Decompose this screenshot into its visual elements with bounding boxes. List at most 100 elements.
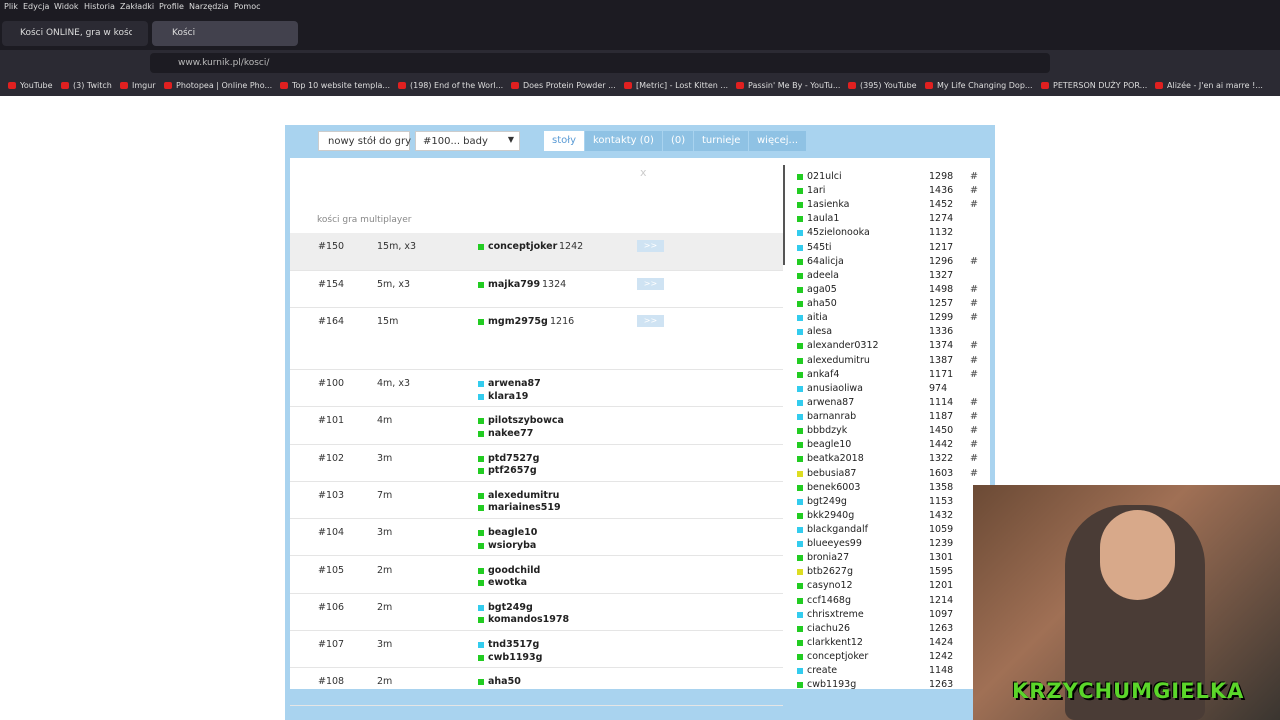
join-button[interactable]: >> [637, 240, 664, 252]
user-name[interactable]: blackgandalf [807, 524, 868, 535]
user-name[interactable]: 1aula1 [807, 213, 840, 225]
player-name: cwb1193g [488, 651, 543, 663]
select[interactable]: #100... bady ▼ [415, 131, 520, 151]
user-name[interactable]: chrisxtreme [807, 608, 864, 620]
user-name[interactable]: alexedumitru [807, 354, 870, 366]
user-name[interactable]: ccf1468g [807, 594, 851, 606]
user-name[interactable]: blueeyes99 [807, 538, 862, 550]
tab-button[interactable]: więcej... [749, 131, 807, 151]
status-dot [797, 216, 803, 223]
player-name: mariaines519 [488, 502, 561, 514]
user-name[interactable]: ciachu26 [807, 622, 851, 634]
join-button[interactable]: >> [637, 277, 664, 290]
user-name[interactable]: beagle10 [807, 439, 852, 451]
user-name[interactable]: cwb1193g [807, 679, 857, 691]
user-name[interactable]: 64alicja [807, 255, 844, 267]
status-dot [797, 371, 803, 378]
user-name[interactable]: alesa [807, 326, 833, 338]
user-name[interactable]: 545ti [807, 241, 832, 253]
user-name[interactable]: aitia [807, 312, 828, 324]
status-dot [797, 343, 803, 350]
user-name[interactable]: alexander0312 [807, 340, 879, 352]
new-table-button[interactable]: nowy stół do gry [318, 131, 411, 151]
user-name[interactable]: barnanrab [807, 411, 857, 423]
bookmark[interactable]: Does Protein Powder ... [523, 81, 616, 90]
user-name[interactable]: clarkkent12 [807, 636, 863, 648]
user-name[interactable]: arwena87 [807, 396, 855, 408]
user-name[interactable]: beatka2018 [807, 453, 864, 465]
status-dot [797, 188, 803, 195]
menu-item[interactable]: Profile [159, 2, 184, 11]
user-name[interactable]: 1asienka [807, 199, 850, 211]
select-arrow: ▼ [507, 135, 514, 144]
status-dot [478, 244, 484, 250]
menu-item[interactable]: Zakładki [120, 2, 155, 11]
url-bar[interactable] [150, 53, 1050, 73]
close[interactable]: x [640, 166, 647, 179]
menu-item[interactable]: Narzędzia [189, 2, 229, 11]
tab-button[interactable]: stoły [544, 131, 585, 151]
table-row [290, 271, 783, 308]
bookmark[interactable]: Top 10 website templa... [292, 81, 390, 90]
status-dot [478, 604, 484, 611]
menu-item[interactable]: Plik [4, 2, 18, 11]
user-name[interactable]: bbbdzyk [807, 425, 848, 437]
status-dot [797, 357, 803, 364]
tab-button[interactable]: (0) [663, 131, 694, 151]
status-dot [797, 470, 803, 477]
user-name[interactable]: bronia27 [807, 552, 850, 564]
user-name[interactable]: ankaf4 [807, 368, 840, 380]
player-name: majka799 [488, 278, 541, 290]
bookmark-icon [8, 82, 16, 89]
bookmark[interactable]: (198) End of the Worl... [410, 81, 504, 90]
bookmark[interactable]: Imgur [132, 81, 156, 90]
status-dot [797, 301, 803, 308]
user-rating: 1452 [929, 199, 954, 211]
tab[interactable] [2, 21, 148, 46]
tab-active[interactable] [152, 21, 298, 46]
user-name[interactable]: btb2627g [807, 566, 853, 578]
user-name[interactable]: anusiaoliwa [807, 382, 863, 394]
user-name[interactable]: aga05 [807, 283, 837, 295]
user-name[interactable]: bgt249g [807, 495, 847, 507]
tab-button[interactable]: kontakty (0) [585, 131, 662, 151]
bookmark[interactable]: Passin' Me By - YouTu... [748, 81, 841, 90]
join-button[interactable]: >> [637, 315, 664, 327]
status-dot [797, 385, 803, 392]
bookmark[interactable]: Photopea | Online Pho... [176, 81, 273, 90]
status-dot [478, 418, 484, 425]
user-name[interactable]: adeela [807, 269, 840, 281]
user-name[interactable]: conceptjoker [807, 651, 869, 663]
status-dot [478, 319, 484, 325]
bookmarks-bar [0, 76, 1280, 96]
bookmark[interactable]: Alizée - J'en ai marre !... [1167, 81, 1263, 90]
menu-item[interactable]: Edycja [23, 2, 50, 11]
bookmark[interactable]: (395) YouTube [860, 81, 917, 90]
user-name[interactable]: aha50 [807, 298, 837, 310]
tab-button[interactable]: turnieje [694, 131, 749, 151]
user-name[interactable]: 021ulci [807, 171, 842, 182]
table-row [290, 557, 783, 594]
menu-item[interactable]: Pomoc [234, 2, 261, 11]
user-name[interactable]: bebusia87 [807, 467, 857, 479]
bookmark[interactable]: My Life Changing Dop... [937, 81, 1033, 90]
status-dot [478, 617, 484, 624]
bookmark[interactable]: [Metric] - Lost Kitten ... [636, 81, 729, 90]
bookmark-icon [398, 82, 406, 89]
scrollbar [783, 165, 785, 265]
menu-item[interactable]: Widok [54, 2, 79, 11]
user-name[interactable]: bkk2940g [807, 509, 855, 521]
bookmark[interactable]: YouTube [20, 81, 53, 90]
bookmark[interactable]: (3) Twitch [73, 81, 112, 90]
bookmark-icon [280, 82, 288, 89]
status-dot [478, 281, 484, 288]
player-name: ptf2657g [488, 465, 537, 477]
user-name[interactable]: create [807, 665, 838, 677]
player-name: arwena87 [488, 378, 541, 389]
user-name[interactable]: 1ari [807, 185, 826, 197]
user-name[interactable]: 45zielonooka [807, 227, 870, 239]
bookmark[interactable]: PETERSON DUŻY POR... [1053, 81, 1148, 90]
user-name[interactable]: benek6003 [807, 481, 861, 493]
user-name[interactable]: casyno12 [807, 580, 853, 592]
menu-item[interactable]: Historia [84, 2, 115, 11]
